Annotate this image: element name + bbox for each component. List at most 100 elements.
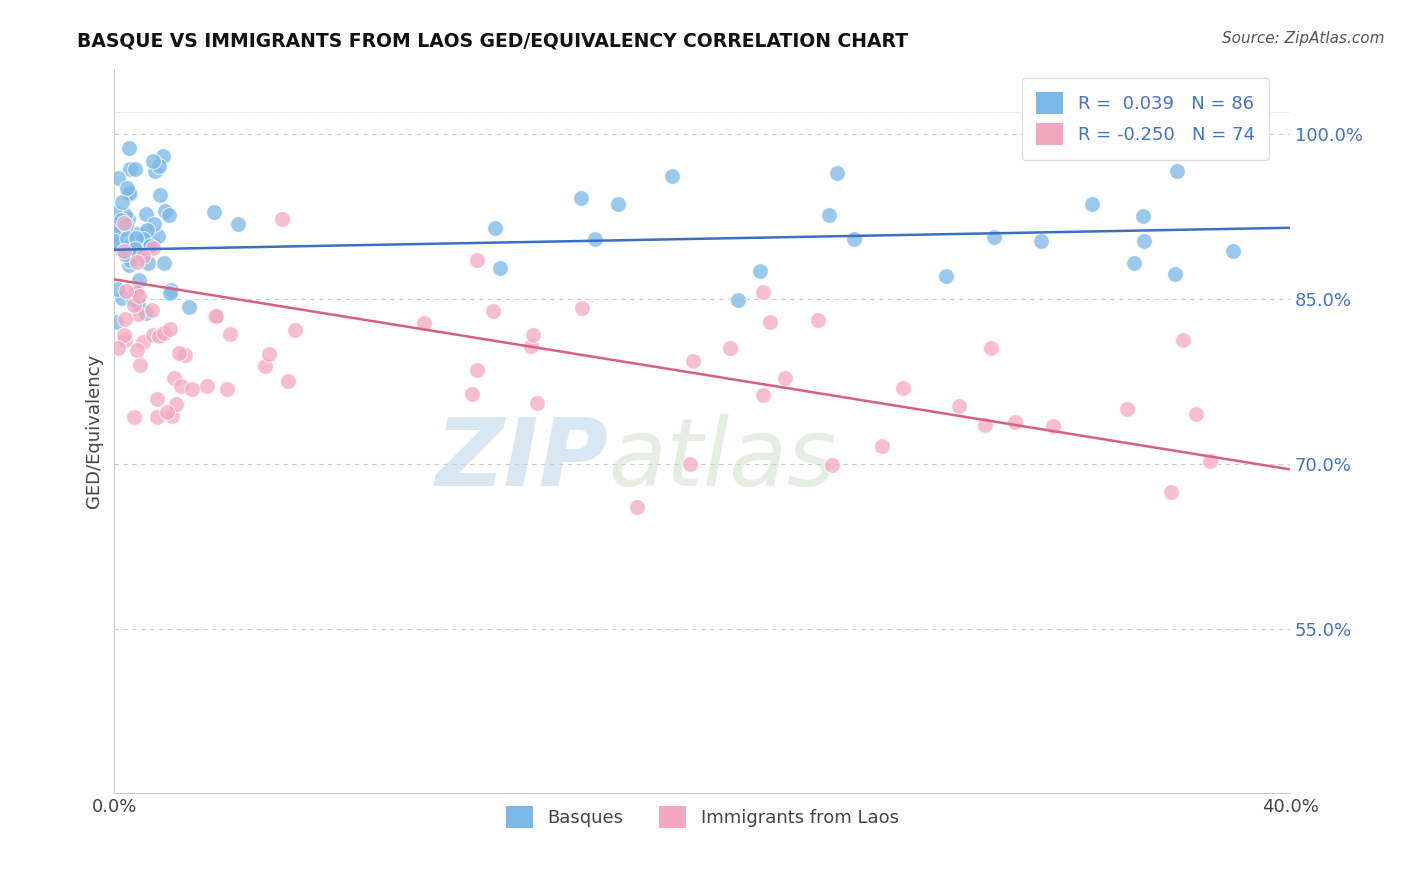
Point bbox=[110, 212, 132, 227]
Point bbox=[104, 206, 127, 220]
Point bbox=[124, 242, 146, 256]
Point bbox=[118, 141, 141, 155]
Point bbox=[817, 208, 839, 222]
Point bbox=[465, 253, 488, 268]
Point bbox=[526, 395, 548, 409]
Point bbox=[948, 399, 970, 413]
Point bbox=[114, 284, 136, 298]
Point bbox=[153, 204, 176, 219]
Point bbox=[181, 382, 204, 396]
Point bbox=[607, 196, 630, 211]
Point bbox=[124, 283, 146, 297]
Point bbox=[177, 300, 200, 314]
Point bbox=[1042, 419, 1064, 434]
Point bbox=[124, 241, 146, 255]
Point bbox=[159, 285, 181, 300]
Point bbox=[127, 227, 149, 241]
Point bbox=[148, 329, 170, 343]
Point bbox=[104, 221, 127, 235]
Point bbox=[107, 217, 129, 231]
Point bbox=[135, 206, 157, 220]
Point bbox=[167, 346, 190, 360]
Point bbox=[114, 311, 136, 326]
Point bbox=[1185, 407, 1208, 421]
Point bbox=[104, 234, 127, 248]
Point bbox=[173, 348, 195, 362]
Point bbox=[1081, 197, 1104, 211]
Point bbox=[1115, 401, 1137, 416]
Point bbox=[1160, 484, 1182, 499]
Point bbox=[821, 458, 844, 472]
Point bbox=[122, 298, 145, 312]
Point bbox=[825, 166, 848, 180]
Point bbox=[107, 171, 129, 186]
Point bbox=[115, 218, 138, 232]
Point bbox=[271, 211, 294, 226]
Point bbox=[131, 249, 153, 263]
Point bbox=[488, 260, 510, 275]
Point bbox=[127, 296, 149, 310]
Y-axis label: GED/Equivalency: GED/Equivalency bbox=[86, 354, 103, 508]
Point bbox=[165, 396, 187, 410]
Point bbox=[257, 346, 280, 360]
Point bbox=[254, 359, 277, 373]
Point bbox=[105, 227, 128, 242]
Point bbox=[134, 226, 156, 240]
Point bbox=[114, 208, 136, 222]
Point bbox=[111, 222, 134, 236]
Point bbox=[104, 234, 127, 248]
Point bbox=[107, 342, 129, 356]
Point bbox=[583, 232, 606, 246]
Point bbox=[160, 283, 183, 297]
Point bbox=[465, 363, 488, 377]
Legend: Basques, Immigrants from Laos: Basques, Immigrants from Laos bbox=[498, 798, 905, 835]
Point bbox=[748, 264, 770, 278]
Point bbox=[105, 315, 128, 329]
Point bbox=[115, 231, 138, 245]
Point bbox=[160, 409, 183, 424]
Point bbox=[136, 236, 159, 251]
Point bbox=[1123, 256, 1146, 270]
Point bbox=[891, 380, 914, 394]
Point bbox=[112, 244, 135, 258]
Point bbox=[1132, 210, 1154, 224]
Point bbox=[1029, 234, 1052, 248]
Point bbox=[135, 223, 157, 237]
Point bbox=[153, 326, 176, 340]
Point bbox=[124, 410, 146, 425]
Point bbox=[112, 216, 135, 230]
Point bbox=[1171, 333, 1194, 347]
Point bbox=[146, 410, 169, 425]
Point bbox=[980, 342, 1002, 356]
Point bbox=[135, 306, 157, 320]
Point bbox=[807, 313, 830, 327]
Point bbox=[112, 327, 135, 342]
Point bbox=[131, 232, 153, 246]
Point bbox=[118, 258, 141, 272]
Point bbox=[146, 392, 169, 407]
Point bbox=[157, 208, 180, 222]
Point bbox=[413, 316, 436, 330]
Point bbox=[129, 359, 152, 373]
Point bbox=[935, 268, 957, 283]
Point bbox=[153, 256, 176, 270]
Point bbox=[284, 323, 307, 337]
Point bbox=[148, 159, 170, 173]
Point bbox=[973, 418, 995, 433]
Point bbox=[125, 285, 148, 299]
Point bbox=[112, 244, 135, 258]
Point bbox=[626, 500, 648, 515]
Point bbox=[482, 303, 505, 318]
Point bbox=[195, 379, 218, 393]
Point bbox=[127, 307, 149, 321]
Point bbox=[752, 388, 775, 402]
Point bbox=[752, 285, 775, 299]
Point bbox=[204, 309, 226, 323]
Point bbox=[217, 382, 239, 396]
Point bbox=[138, 239, 160, 253]
Text: Source: ZipAtlas.com: Source: ZipAtlas.com bbox=[1222, 31, 1385, 46]
Point bbox=[115, 240, 138, 254]
Point bbox=[277, 374, 299, 388]
Point bbox=[118, 186, 141, 201]
Point bbox=[125, 255, 148, 269]
